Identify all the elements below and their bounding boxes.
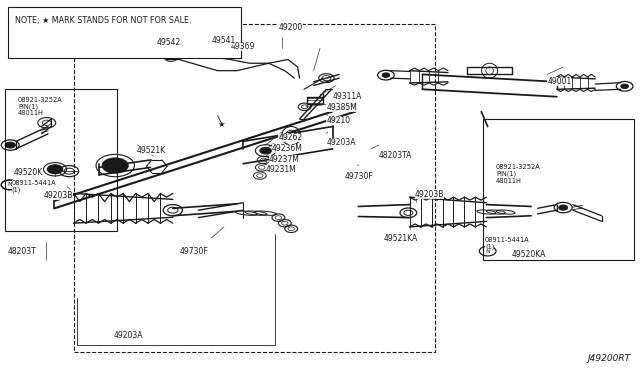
Text: 49369: 49369 xyxy=(230,42,255,51)
Text: 48203T: 48203T xyxy=(8,247,36,256)
Text: 49730F: 49730F xyxy=(344,172,373,181)
Circle shape xyxy=(47,165,63,174)
Text: 49231M: 49231M xyxy=(266,165,296,174)
Circle shape xyxy=(559,205,568,210)
Text: 49520K: 49520K xyxy=(14,169,44,177)
Text: J49200RT: J49200RT xyxy=(588,354,630,363)
Text: 08921-3252A: 08921-3252A xyxy=(18,97,63,103)
Text: NOTE; ★ MARK STANDS FOR NOT FOR SALE.: NOTE; ★ MARK STANDS FOR NOT FOR SALE. xyxy=(15,16,192,25)
Text: PIN(1): PIN(1) xyxy=(496,171,516,177)
Bar xyxy=(74,24,435,352)
Text: 49203A: 49203A xyxy=(114,331,143,340)
Text: 08911-5441A: 08911-5441A xyxy=(485,237,530,243)
Text: 08911-5441A: 08911-5441A xyxy=(12,180,56,186)
Text: 08921-3252A: 08921-3252A xyxy=(496,164,541,170)
Circle shape xyxy=(621,84,628,89)
Circle shape xyxy=(102,158,128,173)
Text: 49210: 49210 xyxy=(326,116,351,125)
Text: N: N xyxy=(485,248,490,254)
Text: 49203B: 49203B xyxy=(44,191,73,200)
Text: (1): (1) xyxy=(485,243,495,250)
Text: 48011H: 48011H xyxy=(496,178,522,184)
Text: 49521KA: 49521KA xyxy=(384,234,419,243)
Text: 49236M: 49236M xyxy=(272,144,303,153)
Bar xyxy=(8,7,241,58)
Text: 49237M: 49237M xyxy=(269,155,300,164)
Text: 49311A: 49311A xyxy=(333,92,362,101)
Bar xyxy=(483,119,634,260)
Text: 49385M: 49385M xyxy=(326,103,357,112)
Text: 49542: 49542 xyxy=(157,38,181,47)
Text: 49203A: 49203A xyxy=(326,138,356,147)
Text: 49262: 49262 xyxy=(278,133,303,142)
Circle shape xyxy=(382,73,390,77)
Text: PIN(1): PIN(1) xyxy=(18,104,38,110)
Text: 49521K: 49521K xyxy=(136,146,166,155)
Text: 49203B: 49203B xyxy=(415,190,444,199)
Text: 48203TA: 48203TA xyxy=(379,151,412,160)
Text: 49541: 49541 xyxy=(211,36,236,45)
Text: ★: ★ xyxy=(217,120,225,129)
Circle shape xyxy=(5,142,15,148)
Text: 49520KA: 49520KA xyxy=(512,250,547,259)
Text: (1): (1) xyxy=(12,186,21,193)
Bar xyxy=(5,89,117,231)
Text: 48011H: 48011H xyxy=(18,110,44,116)
Text: 49001: 49001 xyxy=(547,77,572,86)
Text: N: N xyxy=(7,182,12,187)
Circle shape xyxy=(260,147,271,154)
Text: 49730F: 49730F xyxy=(179,247,208,256)
Text: 49200: 49200 xyxy=(278,23,303,32)
